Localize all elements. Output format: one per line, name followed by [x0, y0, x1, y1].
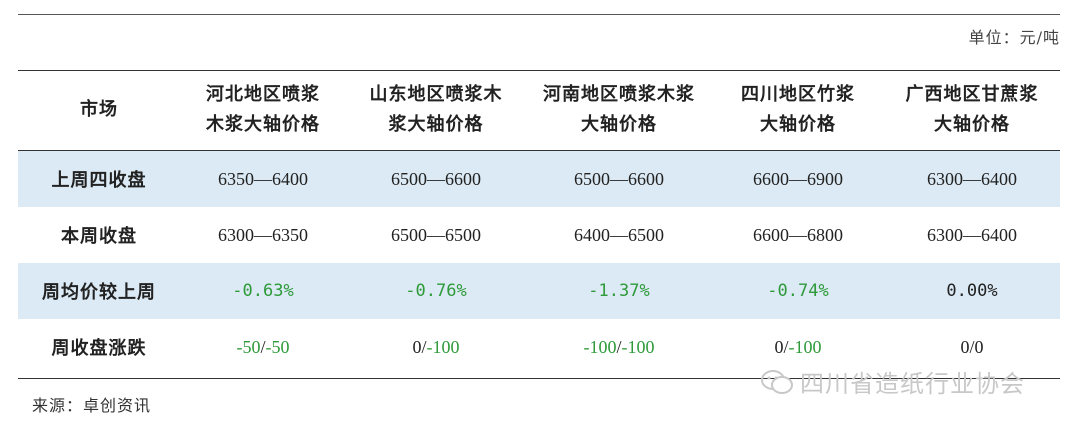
change-a: 0 [960, 336, 970, 357]
table-row: 上周四收盘 6350—6400 6500—6600 6500—6600 6600… [18, 151, 1060, 207]
table-top-rule [18, 70, 1060, 71]
table-cell: -50/-50 [236, 336, 290, 357]
table-cell: -1.37% [588, 281, 650, 301]
top-rule [18, 14, 1060, 15]
change-b: -50 [265, 336, 290, 357]
table-cell: 6500—6600 [391, 168, 481, 189]
table-cell: 6600—6900 [753, 168, 843, 189]
table-cell: -0.76% [405, 281, 467, 301]
change-b: -100 [621, 336, 655, 357]
table-bottom-rule [18, 378, 1060, 379]
table-cell: -100/-100 [583, 336, 655, 357]
wechat-icon [761, 369, 793, 394]
table-row: 周收盘涨跌 -50/-50 0/-100 -100/-100 0/-100 0/… [18, 319, 1060, 375]
change-a: -50 [236, 336, 261, 357]
table-cell: 6300—6350 [218, 224, 308, 245]
table-cell: 6300—6400 [927, 224, 1017, 245]
change-a: -100 [583, 336, 617, 357]
table-cell: 6300—6400 [927, 168, 1017, 189]
table-cell: 6350—6400 [218, 168, 308, 189]
table-cell: 6500—6600 [574, 168, 664, 189]
table-cell: -0.63% [232, 281, 294, 301]
table-row: 本周收盘 6300—6350 6500—6500 6400—6500 6600—… [18, 207, 1060, 263]
row-label: 上周四收盘 [51, 170, 147, 191]
row-label: 周均价较上周 [42, 282, 156, 303]
table-cell: 0/-100 [412, 336, 460, 357]
table-cell: -0.74% [767, 281, 829, 301]
row-label: 周收盘涨跌 [51, 338, 147, 359]
header-guangxi: 广西地区甘蔗浆 大轴价格 [905, 84, 1039, 135]
change-a: 0 [774, 336, 784, 357]
change-b: 0 [974, 336, 984, 357]
row-label: 本周收盘 [61, 226, 137, 247]
change-b: -100 [788, 336, 822, 357]
header-henan: 河南地区喷浆木浆 大轴价格 [543, 84, 695, 135]
table-row: 周均价较上周 -0.63% -0.76% -1.37% -0.74% 0.00% [18, 263, 1060, 319]
header-market: 市场 [80, 99, 118, 120]
table-cell: 6500—6500 [391, 224, 481, 245]
change-a: 0 [412, 336, 422, 357]
watermark: 四川省造纸行业协会 [760, 364, 1025, 399]
header-bottom-rule [18, 150, 1060, 151]
source-note: 来源：卓创资讯 [32, 396, 152, 415]
table-header: 市场 河北地区喷浆 木浆大轴价格 山东地区喷浆木 浆大轴价格 河南地区喷浆木浆 … [18, 70, 1060, 150]
header-hebei: 河北地区喷浆 木浆大轴价格 [206, 84, 320, 135]
table-cell: 6600—6800 [753, 224, 843, 245]
change-b: -100 [426, 336, 460, 357]
header-shandong: 山东地区喷浆木 浆大轴价格 [369, 84, 503, 135]
table-cell: 0.00% [946, 281, 998, 301]
header-sichuan: 四川地区竹浆 大轴价格 [741, 84, 855, 135]
table-cell: 0/-100 [774, 336, 822, 357]
watermark-text: 四川省造纸行业协会 [800, 370, 1025, 398]
table-cell: 0/0 [960, 336, 984, 357]
unit-label: 单位：元/吨 [968, 28, 1060, 47]
table-cell: 6400—6500 [574, 224, 664, 245]
